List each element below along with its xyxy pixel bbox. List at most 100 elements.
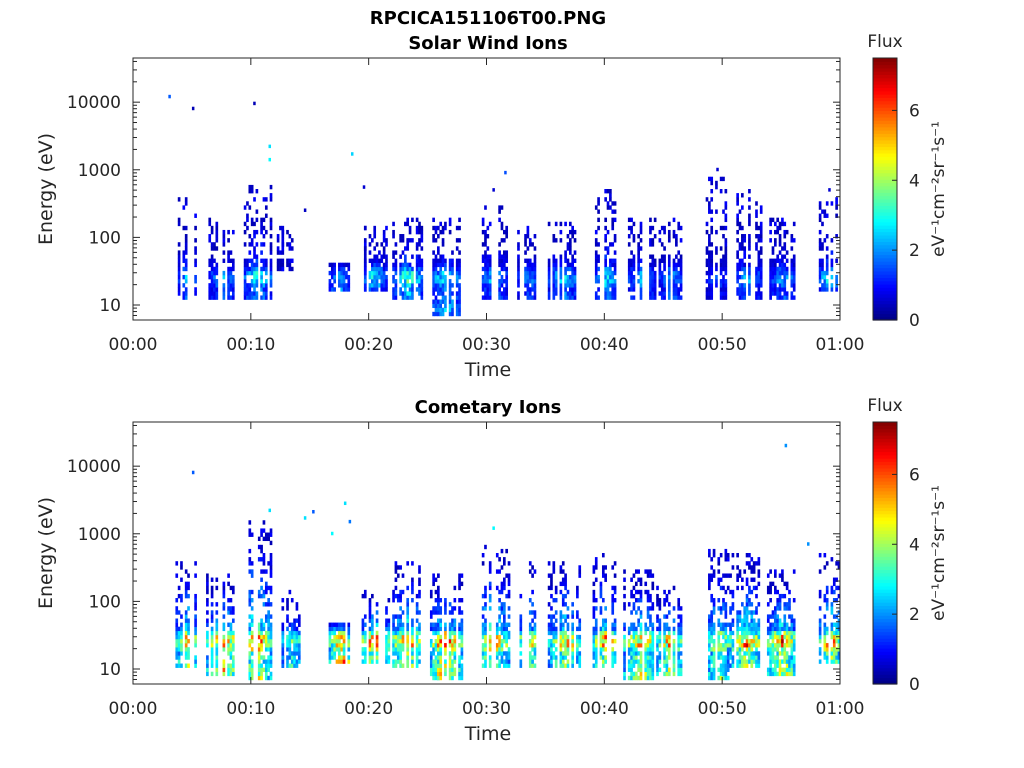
heatmap-cell — [481, 242, 485, 247]
heatmap-cell — [434, 307, 438, 313]
heatmap-cell — [505, 225, 509, 231]
heatmap-cell — [675, 262, 678, 268]
heatmap-cell — [790, 266, 794, 272]
heatmap-cell — [392, 287, 395, 292]
heatmap-cell — [411, 598, 414, 603]
heatmap-cell — [554, 589, 558, 595]
heatmap-cell — [606, 229, 610, 235]
heatmap-cell — [748, 589, 751, 595]
heatmap-cell — [262, 528, 266, 533]
heatmap-cell — [606, 291, 610, 296]
heatmap-cell — [639, 229, 643, 235]
heatmap-cell — [712, 655, 716, 660]
heatmap-cell — [576, 655, 579, 660]
heatmap-cell — [363, 614, 367, 619]
heatmap-cell — [757, 225, 761, 231]
heatmap-cell — [533, 634, 537, 640]
heatmap-cell — [745, 663, 749, 668]
heatmap-cell — [394, 279, 398, 284]
heatmap-cell — [222, 659, 226, 664]
heatmap-cell — [175, 561, 179, 566]
heatmap-cell — [206, 589, 209, 595]
heatmap-cell — [649, 295, 652, 300]
heatmap-cell — [752, 577, 756, 582]
heatmap-cell — [679, 266, 683, 272]
heatmap-cell — [821, 283, 824, 288]
heatmap-cell — [500, 295, 504, 300]
heatmap-cell — [444, 667, 447, 673]
heatmap-cell — [710, 291, 714, 296]
heatmap-cell — [175, 634, 179, 640]
heatmap-cell — [837, 630, 841, 636]
heatmap-cell — [333, 274, 336, 280]
heatmap-cell — [604, 217, 607, 223]
heatmap-cell — [434, 647, 438, 652]
heatmap-cell — [649, 287, 652, 292]
heatmap-cell — [432, 663, 435, 668]
heatmap-cell — [387, 634, 391, 640]
heatmap-cell — [781, 217, 784, 223]
heatmap-cell — [439, 671, 443, 677]
heatmap-cell — [637, 246, 640, 251]
heatmap-cell — [458, 283, 461, 288]
colorbar-segment — [873, 595, 897, 600]
heatmap-cell — [675, 274, 678, 280]
heatmap-cell — [180, 634, 183, 640]
heatmap-cell — [552, 291, 556, 296]
heatmap-cell — [375, 270, 379, 276]
heatmap-cell — [368, 638, 372, 644]
heatmap-cell — [250, 634, 254, 640]
heatmap-cell — [781, 266, 784, 272]
colorbar-segment — [873, 90, 897, 95]
heatmap-cell — [406, 659, 410, 664]
heatmap-cell — [656, 614, 659, 619]
heatmap-cell — [781, 667, 784, 673]
heatmap-cell — [757, 634, 761, 640]
heatmap-cell — [375, 647, 379, 652]
heatmap-cell — [420, 229, 424, 235]
heatmap-cell — [719, 295, 723, 300]
heatmap-cell — [481, 221, 485, 227]
heatmap-cell — [486, 283, 490, 288]
heatmap-cell — [573, 238, 577, 243]
heatmap-cell — [210, 270, 214, 276]
heatmap-cell — [255, 242, 259, 247]
heatmap-cell — [639, 675, 643, 681]
heatmap-cell — [554, 262, 558, 268]
heatmap-cell — [830, 610, 834, 615]
heatmap-cell — [564, 614, 567, 619]
heatmap-cell — [184, 655, 188, 660]
heatmap-cell — [566, 262, 570, 268]
heatmap-point — [268, 508, 272, 513]
heatmap-cell — [444, 663, 447, 668]
colorbar-segment — [873, 313, 897, 318]
heatmap-cell — [378, 270, 381, 276]
heatmap-cell — [528, 287, 532, 292]
heatmap-cell — [559, 254, 563, 259]
heatmap-cell — [726, 622, 730, 627]
heatmap-cell — [371, 283, 374, 288]
heatmap-cell — [269, 663, 273, 668]
heatmap-cell — [262, 659, 266, 664]
heatmap-cell — [830, 589, 834, 595]
heatmap-cell — [781, 254, 784, 259]
heatmap-cell — [823, 598, 827, 603]
heatmap-cell — [290, 266, 294, 272]
heatmap-cell — [404, 266, 407, 272]
heatmap-cell — [559, 659, 563, 664]
heatmap-cell — [439, 622, 443, 627]
heatmap-cell — [646, 659, 650, 664]
heatmap-cell — [623, 671, 626, 677]
heatmap-cell — [552, 561, 556, 566]
heatmap-cell — [665, 626, 669, 632]
heatmap-cell — [255, 295, 259, 300]
heatmap-cell — [260, 242, 263, 247]
heatmap-cell — [399, 238, 402, 243]
heatmap-cell — [429, 610, 433, 615]
heatmap-cell — [623, 634, 626, 640]
heatmap-cell — [434, 229, 438, 235]
heatmap-cell — [250, 266, 254, 272]
heatmap-cell — [597, 242, 600, 247]
heatmap-cell — [594, 634, 598, 640]
heatmap-cell — [267, 610, 270, 615]
